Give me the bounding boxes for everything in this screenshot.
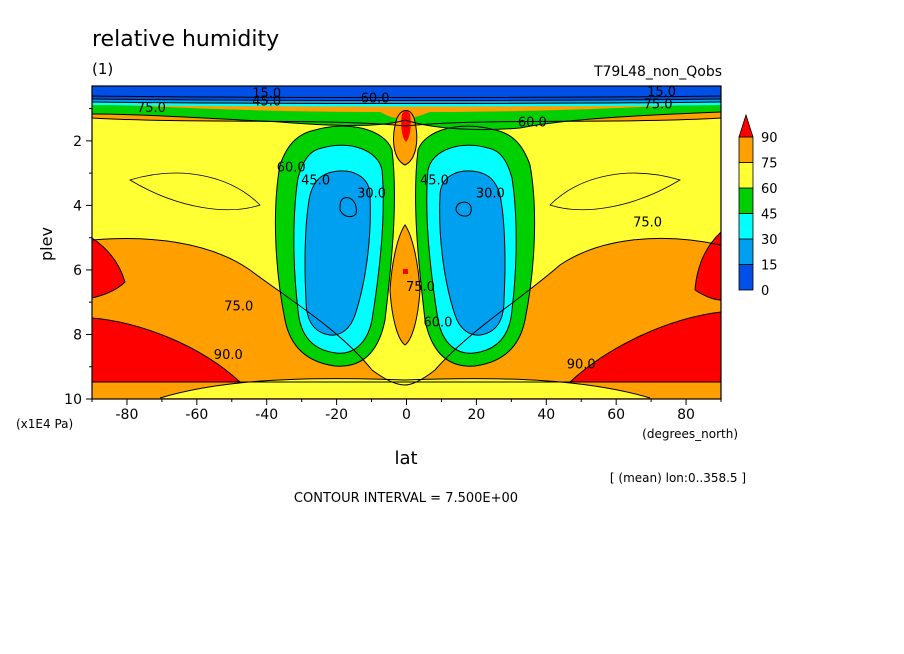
x-axis-label: lat [394, 448, 417, 469]
contour-label: 75.0 [224, 299, 253, 314]
colorbar-label: 60 [761, 182, 778, 197]
x-axis: -80 -60 -40 -20 0 20 40 60 80 [91, 399, 722, 423]
y-tick-label: 6 [73, 263, 82, 279]
y-tick-label: 2 [73, 134, 82, 150]
south-band-90 [92, 238, 125, 298]
contour-lines [92, 95, 721, 399]
contour-label: 15.0 [647, 85, 676, 100]
colorbar-swatch [738, 162, 754, 189]
contour-field: 15.045.0 60.075.060.045.030.045.030.060.0… [92, 85, 721, 399]
colorbar: 0 15 30 45 60 75 90 [738, 113, 778, 299]
north-band-90 [695, 232, 721, 300]
colorbar-label: 75 [761, 157, 778, 172]
x-tick-label: 80 [677, 407, 695, 423]
south-band-15-30 [305, 171, 371, 336]
colorbar-max-arrow [738, 113, 754, 138]
equator-band-75-90-mid [390, 225, 420, 345]
colorbar-swatch [738, 136, 754, 163]
north-band-15-30 [439, 171, 505, 336]
y-axis-units: (x1E4 Pa) [16, 417, 73, 431]
contour-label: 45.0 [420, 174, 449, 189]
equator-max-cell [403, 269, 408, 274]
x-tick-label: -80 [116, 407, 139, 423]
contour-labels: 15.045.0 60.075.060.045.030.045.030.060.0… [137, 85, 676, 373]
y-tick-label: 8 [73, 327, 82, 343]
chart-title: relative humidity [92, 27, 279, 52]
contour-label: 30.0 [357, 186, 386, 201]
colorbar-swatch [738, 238, 754, 265]
contour-label: 45.0 [252, 95, 281, 110]
contour-label: 60.0 [518, 115, 547, 130]
contour-label: 45.0 [301, 174, 330, 189]
contour-label: 60.0 [277, 161, 306, 176]
y-tick-label: 10 [64, 392, 82, 408]
dataset-label: T79L48_non_Qobs [593, 64, 722, 80]
panel-label: (1) [92, 60, 113, 78]
contour-label: 75.0 [633, 216, 662, 231]
contour-interval-note: CONTOUR INTERVAL = 7.500E+00 [294, 491, 518, 506]
averaging-note: [ (mean) lon:0..358.5 ] [610, 471, 746, 485]
colorbar-swatch [738, 187, 754, 214]
band-0-15-top [92, 86, 721, 100]
band-45-60-top [92, 104, 721, 130]
contour-label: 75.0 [644, 98, 673, 113]
y-tick-label: 4 [73, 198, 82, 214]
north-band-90-lower [570, 312, 721, 382]
contour-label: 75.0 [406, 280, 435, 295]
x-tick-label: -60 [185, 407, 208, 423]
colorbar-label: 90 [761, 131, 778, 146]
band-60-75-lower [160, 378, 650, 398]
band-30-45-top [92, 102, 721, 107]
contour-label: 15.0 [252, 86, 281, 101]
colorbar-swatch [738, 264, 754, 291]
x-tick-label: 60 [607, 407, 625, 423]
contour-label: 30.0 [476, 186, 505, 201]
x-tick-label: -40 [255, 407, 278, 423]
contour-label: 90.0 [567, 358, 596, 373]
band-15-30-top [92, 99, 721, 104]
x-tick-label: 40 [537, 407, 555, 423]
contour-label: 60.0 [423, 316, 452, 331]
colorbar-label: 15 [761, 259, 778, 274]
contour-label: 60.0 [361, 91, 390, 106]
x-tick-label: 20 [467, 407, 485, 423]
x-axis-units: (degrees_north) [642, 427, 738, 441]
contour-label: 75.0 [137, 101, 166, 116]
colorbar-label: 30 [761, 233, 778, 248]
y-axis: 2 4 6 8 10 [64, 108, 92, 408]
south-band-90-lower [92, 318, 240, 382]
colorbar-label: 0 [761, 284, 769, 299]
y-axis-label: plev [37, 227, 56, 261]
x-tick-label: -20 [325, 407, 348, 423]
x-tick-label: 0 [402, 407, 411, 423]
equator-band-90-top [401, 111, 411, 142]
contour-label: 90.0 [214, 348, 243, 363]
colorbar-swatch [738, 213, 754, 240]
colorbar-label: 45 [761, 208, 778, 223]
